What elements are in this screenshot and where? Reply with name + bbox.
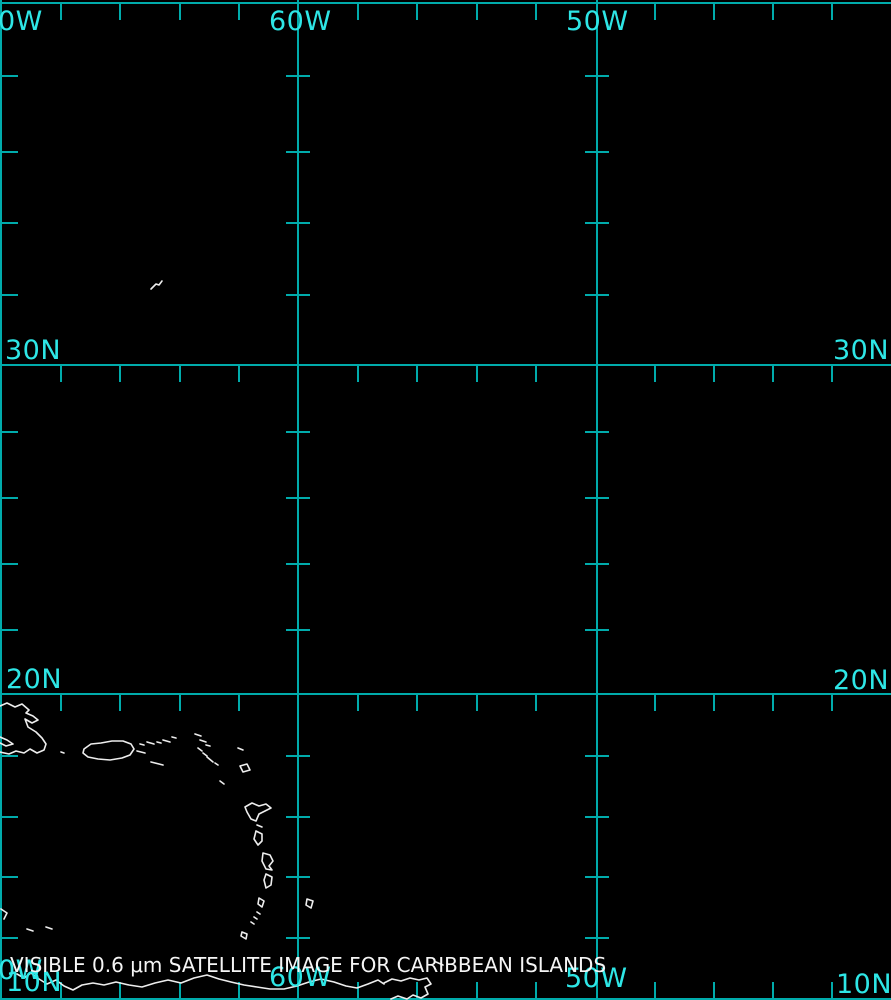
coastline-trinidad (383, 977, 432, 1000)
coastline-vieques-culebra (136, 743, 146, 754)
caption-title: VISIBLE 0.6 μm SATELLITE IMAGE FOR CARIB… (10, 953, 607, 977)
coastline-venezuela-coast (16, 972, 385, 991)
coastline-tobago (435, 961, 444, 966)
coastline-saba-st-kitts-nevis (197, 747, 219, 766)
coastline-grenada (240, 931, 248, 940)
grid-label-lon-50w-bottom: 50W (565, 963, 628, 994)
coastline-hispaniola-neiba-bay (0, 736, 14, 747)
coastline-guadeloupe (244, 802, 272, 822)
caption: VISIBLE 0.6 μm SATELLITE IMAGE FOR CARIB… (10, 912, 606, 1000)
grid-label-lat-20n-left: 20N (6, 664, 63, 695)
coastlines (0, 280, 444, 1000)
coastline-grenadines (250, 911, 261, 925)
coastline-barbados (305, 898, 314, 909)
grid-label-lat-30n-left: 30N (5, 335, 62, 366)
grid-label-lat-20n-right: 20N (833, 665, 890, 696)
coastline-st-lucia (263, 873, 273, 889)
coastline-st-croix (150, 761, 164, 766)
coastline-marie-galante (256, 824, 263, 828)
coastline-mona-island (60, 751, 65, 754)
grid-label-lon-50w-top: 50W (566, 6, 629, 37)
grid-tick-marks (1, 3, 833, 999)
grid-label-lat-30n-right: 30N (833, 335, 890, 366)
coastline-montserrat (219, 780, 225, 785)
coastline-virgin-islands (146, 736, 177, 745)
coastline-aruba-curacao-bonaire (0, 908, 53, 932)
grid-label-lon-70w-bottom: 0W (0, 955, 43, 986)
coastline-hispaniola-east (0, 702, 47, 755)
coastline-martinique (261, 852, 274, 871)
coastline-antigua (239, 763, 251, 773)
coastline-st-vincent (257, 897, 265, 908)
grid-label-lon-60w-bottom: 60W (269, 962, 332, 993)
coastline-dominica (253, 830, 263, 846)
grid-label-lat-10n-right: 10N (836, 969, 891, 1000)
coastline-barbuda (237, 747, 244, 751)
coastline-puerto-rico (82, 740, 135, 761)
coastline-anguilla-st-martin (194, 733, 211, 747)
grid-label-lat-10n-left: 10N (6, 967, 63, 998)
grid-label-lon-60w-top: 60W (269, 6, 332, 37)
coastline-bermuda (150, 280, 163, 290)
grid-label-lon-70w-top: 0W (0, 6, 43, 37)
